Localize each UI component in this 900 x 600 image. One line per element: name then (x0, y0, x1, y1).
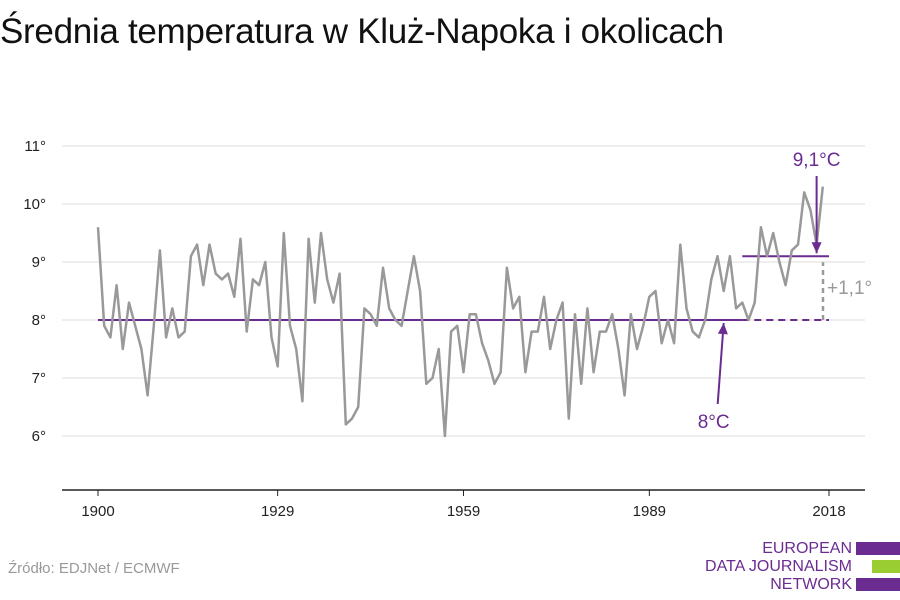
logo-line-2: DATA JOURNALISM (705, 558, 852, 575)
y-tick-label: 8° (32, 312, 46, 329)
y-tick-label: 9° (32, 254, 46, 271)
arrow-8c-shaft (716, 322, 725, 405)
label-9c: 9,1°C (793, 150, 841, 171)
series-layer (96, 186, 825, 438)
logo-bar-purple-bottom (856, 578, 900, 591)
difference-label: +1,1° (827, 278, 872, 299)
arrow-8c-head (717, 323, 728, 335)
x-axis: 1900 1929 1959 1989 2018 (62, 489, 865, 520)
x-tick-label: 1900 (81, 503, 114, 520)
edjnet-logo: EUROPEAN DATA JOURNALISM NETWORK (700, 540, 900, 596)
logo-bar-purple-top (856, 542, 900, 555)
annotations: +1,1° 8°C 9,1°C (698, 150, 872, 433)
y-tick-label: 7° (32, 370, 46, 387)
y-tick-label: 11° (24, 138, 46, 155)
logo-line-3: NETWORK (770, 576, 852, 593)
arrow-9c-head (811, 242, 822, 254)
logo-bar-green (872, 560, 900, 573)
y-tick-labels: 6° 7° 8° 9° 10° 11° (23, 138, 46, 445)
logo-text: EUROPEAN DATA JOURNALISM NETWORK (705, 540, 852, 594)
source-credit: Źródło: EDJNet / ECMWF (8, 560, 180, 577)
reference-lines (98, 255, 829, 321)
x-tick-label: 2018 (812, 503, 845, 520)
label-8c: 8°C (698, 412, 730, 433)
chart-title: Średnia temperatura w Kluż-Napoka i okol… (0, 12, 724, 51)
logo-line-1: EUROPEAN (762, 540, 852, 557)
y-tick-label: 6° (32, 428, 46, 445)
temperature-line (96, 186, 825, 438)
x-tick-label: 1989 (633, 503, 666, 520)
y-tick-label: 10° (23, 196, 46, 213)
x-tick-label: 1929 (261, 503, 294, 520)
grid-lines (62, 145, 865, 437)
x-tick-label: 1959 (447, 503, 480, 520)
